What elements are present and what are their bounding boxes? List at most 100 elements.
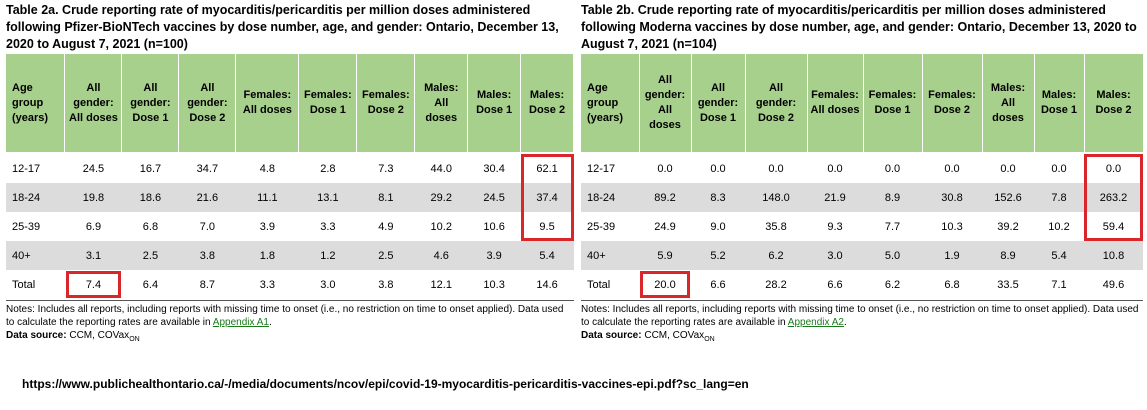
divider xyxy=(581,300,1143,301)
table-cell: 3.0 xyxy=(320,278,336,291)
table-cell: 30.4 xyxy=(483,162,505,175)
table-cell: 8.3 xyxy=(691,183,745,212)
table-cell: 14.6 xyxy=(536,278,558,291)
table-row: 18-24 19.8 18.6 21.6 11.1 13.1 8.1 29.2 24.5 37.4 xyxy=(6,183,574,212)
appendix-a1-link[interactable]: Appendix A1 xyxy=(212,317,269,328)
table-cell: 3.9 xyxy=(467,241,521,270)
table-cell: 152.6 xyxy=(982,183,1034,212)
column-header: Males: All doses xyxy=(982,54,1035,154)
notes-text: Notes: Includes all reports, including r… xyxy=(6,304,564,328)
table-cell: 2.5 xyxy=(356,241,415,270)
table-cell: 6.6 xyxy=(827,278,843,291)
table-2a-panel: Table 2a. Crude reporting rate of myocar… xyxy=(6,2,574,346)
source-url: https://www.publichealthontario.ca/-/med… xyxy=(22,377,749,391)
table-cell: 0.0 xyxy=(1084,153,1143,183)
table-row: 25-39 6.9 6.8 7.0 3.9 3.3 4.9 10.2 10.6 9.5 xyxy=(6,212,574,241)
table-cell: 3.3 xyxy=(320,220,336,233)
table-cell: 7.7 xyxy=(884,220,901,233)
table-cell: 6.6 xyxy=(710,278,726,291)
column-header: Females: All doses xyxy=(235,54,300,154)
table-row: Total 7.4 6.4 8.7 3.3 3.0 3.8 12.1 10.3 14.6 xyxy=(6,270,574,299)
table-cell: 12.1 xyxy=(430,278,452,291)
table-cell: 263.2 xyxy=(1084,183,1143,212)
table-row: 12-17 24.5 16.7 34.7 4.8 2.8 7.3 44.0 30.4 62.1 xyxy=(6,153,574,183)
table-cell: 6.8 xyxy=(944,278,960,291)
column-header: Males: Dose 2 xyxy=(1084,54,1144,154)
table-cell: 3.3 xyxy=(259,278,276,291)
row-label-cell: 40+ xyxy=(6,241,65,270)
table-row: Total 20.0 6.6 28.2 6.6 6.2 6.8 33.5 7.1 49.6 xyxy=(581,270,1143,299)
source-label: Data source: xyxy=(6,330,67,341)
table-cell: 62.1 xyxy=(521,153,574,183)
column-header: All gender: Dose 1 xyxy=(691,54,746,154)
source-label: Data source: xyxy=(581,330,642,341)
table-cell: 20.0 xyxy=(639,270,691,299)
table-cell: 0.0 xyxy=(827,162,843,175)
table-cell: 28.2 xyxy=(765,278,787,291)
table-cell: 3.8 xyxy=(378,278,394,291)
column-header: Age group (years) xyxy=(6,54,66,154)
appendix-a2-link[interactable]: Appendix A2 xyxy=(787,317,844,328)
table-cell: 35.8 xyxy=(765,220,787,233)
column-header: Males: All doses xyxy=(414,54,469,154)
table-cell: 7.4 xyxy=(65,270,122,299)
column-header: All gender: Dose 1 xyxy=(121,54,180,154)
table-header-row: Age group (years) All gender: All doses … xyxy=(581,54,1144,154)
column-header: Females: Dose 2 xyxy=(356,54,416,154)
table-cell: 29.2 xyxy=(414,183,468,212)
table-2b-notes: Notes: Includes all reports, including r… xyxy=(581,304,1139,343)
table-cell: 49.6 xyxy=(1102,278,1125,291)
table-row: 25-39 24.9 9.0 35.8 9.3 7.7 10.3 39.2 10.2 59.4 xyxy=(581,212,1143,241)
table-2a-notes: Notes: Includes all reports, including r… xyxy=(6,304,564,343)
source-subscript: ON xyxy=(704,336,715,343)
column-header: All gender: Dose 2 xyxy=(745,54,808,154)
table-cell: 10.3 xyxy=(483,278,505,291)
column-header: Males: Dose 1 xyxy=(467,54,522,154)
table-cell: 33.5 xyxy=(997,278,1019,291)
source-subscript: ON xyxy=(129,336,140,343)
table-cell: 10.2 xyxy=(1048,220,1070,233)
notes-text: Notes: Includes all reports, including r… xyxy=(581,304,1139,328)
row-label-cell: 12-17 xyxy=(12,162,41,175)
column-header: Males: Dose 2 xyxy=(520,54,574,154)
table-cell: 0.0 xyxy=(884,162,901,175)
table-cell: 0.0 xyxy=(944,162,960,175)
table-cell: 13.1 xyxy=(298,183,357,212)
table-cell: 6.8 xyxy=(142,220,159,233)
table-cell: 9.0 xyxy=(710,220,726,233)
table-cell: 24.5 xyxy=(467,183,521,212)
row-label-cell: 40+ xyxy=(581,241,639,270)
table-cell: 21.9 xyxy=(807,183,863,212)
table-cell: 24.9 xyxy=(654,220,676,233)
table-cell: 18.6 xyxy=(121,183,179,212)
table-cell: 24.5 xyxy=(82,162,105,175)
table-cell: 2.5 xyxy=(121,241,179,270)
table-cell: 11.1 xyxy=(235,183,299,212)
table-cell: 10.8 xyxy=(1084,241,1143,270)
column-header: All gender: All doses xyxy=(64,54,123,154)
table-cell: 148.0 xyxy=(745,183,807,212)
column-header: All gender: Dose 2 xyxy=(178,54,237,154)
table-cell: 9.5 xyxy=(521,212,574,241)
column-header: All gender: All doses xyxy=(639,54,692,154)
source-text: CCM, COVax xyxy=(66,330,130,341)
table-cell: 34.7 xyxy=(196,162,219,175)
table-cell: 0.0 xyxy=(768,162,784,175)
table-row: 40+ 5.9 5.2 6.2 3.0 5.0 1.9 8.9 5.4 10.8 xyxy=(581,241,1143,270)
table-cell: 0.0 xyxy=(1000,162,1016,175)
column-header: Males: Dose 1 xyxy=(1034,54,1085,154)
table-cell: 4.8 xyxy=(259,162,276,175)
table-cell: 9.3 xyxy=(827,220,843,233)
row-label-cell: Total xyxy=(12,278,36,291)
divider xyxy=(6,300,574,301)
table-2a-title: Table 2a. Crude reporting rate of myocar… xyxy=(6,3,559,51)
table-cell: 7.8 xyxy=(1034,183,1084,212)
table-cell: 39.2 xyxy=(997,220,1019,233)
table-cell: 19.8 xyxy=(64,183,122,212)
table-cell: 6.4 xyxy=(142,278,159,291)
table-2b-panel: Table 2b. Crude reporting rate of myocar… xyxy=(581,2,1144,346)
table-cell: 5.9 xyxy=(639,241,691,270)
table-cell: 4.9 xyxy=(378,220,394,233)
table-cell: 7.1 xyxy=(1051,278,1067,291)
table-cell: 5.4 xyxy=(520,241,574,270)
